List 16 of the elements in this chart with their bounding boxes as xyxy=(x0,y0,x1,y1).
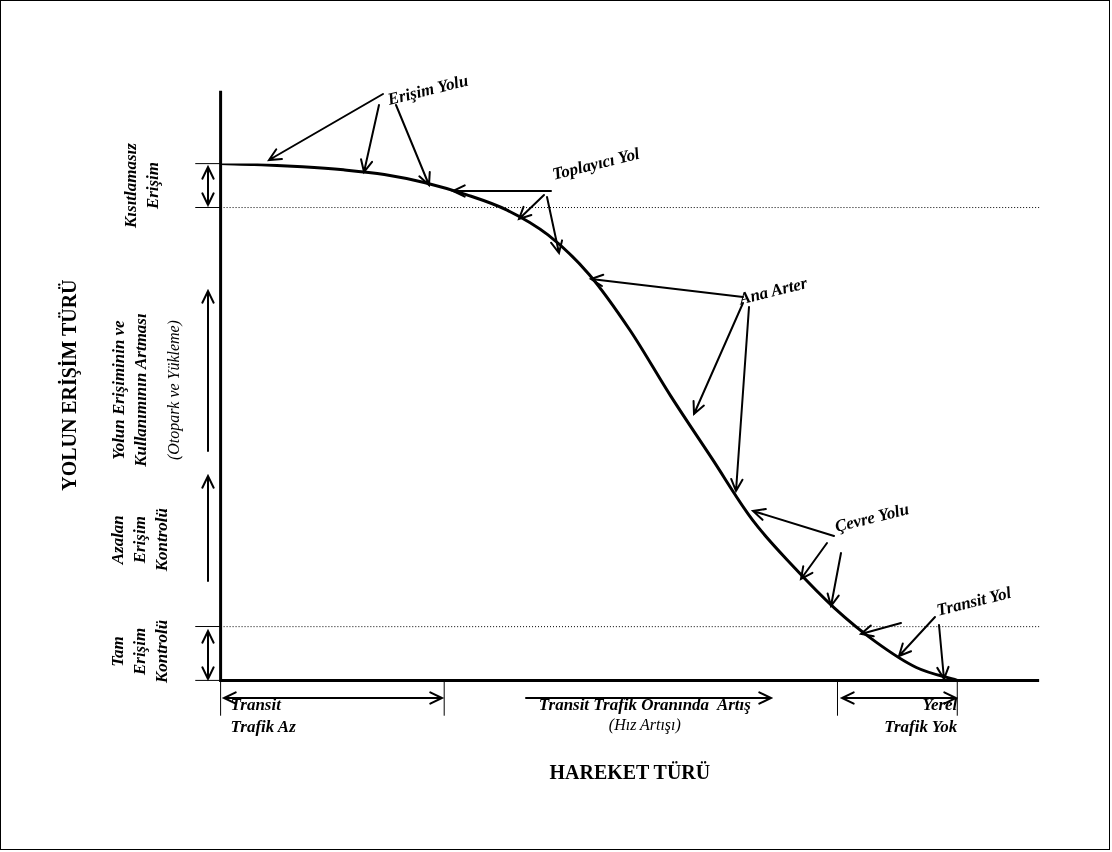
text: Transit Trafik Az xyxy=(230,694,297,736)
annotation: Toplayıcı Yol xyxy=(550,143,642,184)
text: Erişim Yolu xyxy=(384,70,471,110)
x-axis-title: HAREKET TÜRÜ xyxy=(549,761,711,784)
text: Azalan Erişim Kontrolü xyxy=(108,508,172,573)
text: Yerel Trafik Yok xyxy=(884,694,958,736)
text: Tam Erişim Kontrolü xyxy=(108,619,172,685)
text: Transit Trafik Oranında Artış xyxy=(538,694,752,714)
text: (Otopark ve Yükleme) xyxy=(164,320,183,461)
annotation: Transit Yol xyxy=(934,582,1014,620)
annotation: Ana Arter xyxy=(736,273,810,309)
text: YOLUN ERİŞİM TÜRÜ xyxy=(57,279,82,491)
annotation: Çevre Yolu xyxy=(832,499,911,536)
text: Yolun Erişiminin ve Kullanımının Artması xyxy=(109,313,151,468)
text: (Hız Artışı) xyxy=(608,716,681,735)
text: Kısıtlamasız Erişim xyxy=(121,142,163,229)
